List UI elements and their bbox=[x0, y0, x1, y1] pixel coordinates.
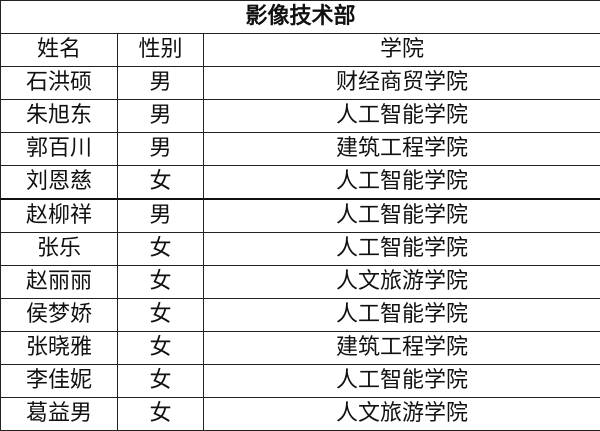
header-row: 姓名 性别 学院 bbox=[0, 33, 600, 67]
header-college: 学院 bbox=[202, 33, 600, 67]
gender-cell: 女 bbox=[117, 331, 204, 365]
name-cell: 葛益男 bbox=[0, 397, 118, 431]
table-row: 赵丽丽女人文旅游学院 bbox=[0, 265, 600, 299]
college-cell: 人工智能学院 bbox=[202, 232, 600, 266]
header-gender: 性别 bbox=[117, 33, 204, 67]
table-row: 葛益男女人文旅游学院 bbox=[0, 397, 600, 431]
gender-cell: 女 bbox=[117, 364, 204, 398]
name-cell: 朱旭东 bbox=[0, 99, 118, 133]
gender-cell: 女 bbox=[117, 298, 204, 332]
college-cell: 建筑工程学院 bbox=[202, 331, 600, 365]
gender-cell: 男 bbox=[117, 99, 204, 133]
title-row: 影像技术部 bbox=[0, 0, 600, 34]
table-row: 赵柳祥男人工智能学院 bbox=[0, 198, 600, 233]
college-cell: 人工智能学院 bbox=[202, 165, 600, 200]
gender-cell: 女 bbox=[117, 232, 204, 266]
gender-cell: 男 bbox=[117, 198, 204, 233]
name-cell: 郭百川 bbox=[0, 132, 118, 166]
table-title: 影像技术部 bbox=[0, 0, 600, 34]
name-cell: 张乐 bbox=[0, 232, 118, 266]
college-cell: 人工智能学院 bbox=[202, 198, 600, 233]
gender-cell: 女 bbox=[117, 265, 204, 299]
college-cell: 财经商贸学院 bbox=[202, 66, 600, 100]
table-row: 张晓雅女建筑工程学院 bbox=[0, 331, 600, 365]
gender-cell: 男 bbox=[117, 132, 204, 166]
gender-cell: 女 bbox=[117, 165, 204, 200]
name-cell: 李佳妮 bbox=[0, 364, 118, 398]
table-row: 石洪硕男财经商贸学院 bbox=[0, 66, 600, 100]
college-cell: 人工智能学院 bbox=[202, 99, 600, 133]
gender-cell: 女 bbox=[117, 397, 204, 431]
table-row: 刘恩慈女人工智能学院 bbox=[0, 165, 600, 200]
college-cell: 人文旅游学院 bbox=[202, 265, 600, 299]
name-cell: 张晓雅 bbox=[0, 331, 118, 365]
header-name: 姓名 bbox=[0, 33, 118, 67]
college-cell: 人工智能学院 bbox=[202, 364, 600, 398]
table-row: 张乐女人工智能学院 bbox=[0, 232, 600, 266]
college-cell: 人工智能学院 bbox=[202, 298, 600, 332]
table-row: 侯梦娇女人工智能学院 bbox=[0, 298, 600, 332]
name-cell: 石洪硕 bbox=[0, 66, 118, 100]
college-cell: 人文旅游学院 bbox=[202, 397, 600, 431]
table-row: 朱旭东男人工智能学院 bbox=[0, 99, 600, 133]
table-row: 李佳妮女人工智能学院 bbox=[0, 364, 600, 398]
college-cell: 建筑工程学院 bbox=[202, 132, 600, 166]
name-cell: 赵丽丽 bbox=[0, 265, 118, 299]
gender-cell: 男 bbox=[117, 66, 204, 100]
name-cell: 侯梦娇 bbox=[0, 298, 118, 332]
table-row: 郭百川男建筑工程学院 bbox=[0, 132, 600, 166]
name-cell: 刘恩慈 bbox=[0, 165, 118, 200]
name-cell: 赵柳祥 bbox=[0, 198, 118, 233]
